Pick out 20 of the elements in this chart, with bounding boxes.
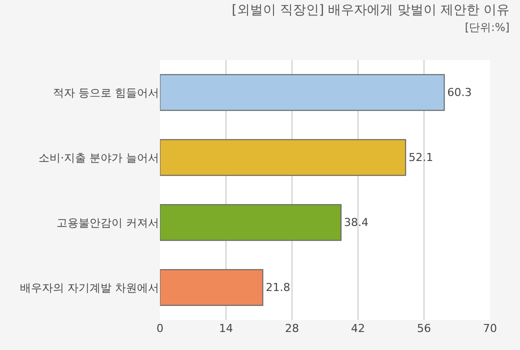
data-label: 60.3 [447, 86, 472, 100]
x-tick-label: 28 [285, 322, 299, 335]
bar [160, 269, 264, 306]
y-tick-label: 고용불안감이 커져서 [56, 216, 159, 230]
chart-subtitle: [단위:%] [464, 20, 510, 34]
bar [160, 139, 406, 176]
bar [160, 204, 342, 241]
x-tick-label: 42 [351, 322, 365, 335]
y-tick-label: 적자 등으로 힘들어서 [53, 86, 159, 100]
x-tick-label: 14 [219, 322, 233, 335]
bar [160, 74, 445, 111]
data-label: 52.1 [408, 151, 434, 164]
y-tick-label: 배우자의 자기계발 차원에서 [20, 281, 159, 294]
x-tick-label: 0 [156, 322, 164, 335]
data-label: 38.4 [344, 216, 369, 230]
x-tick-label: 70 [483, 322, 497, 335]
y-tick-label: 소비·지출 분야가 늘어서 [38, 151, 159, 164]
chart-title: [외벌이 직장인] 배우자에게 맞벌이 제안한 이유 [232, 3, 510, 18]
x-tick-label: 56 [417, 322, 431, 335]
data-label: 21.8 [266, 281, 290, 294]
